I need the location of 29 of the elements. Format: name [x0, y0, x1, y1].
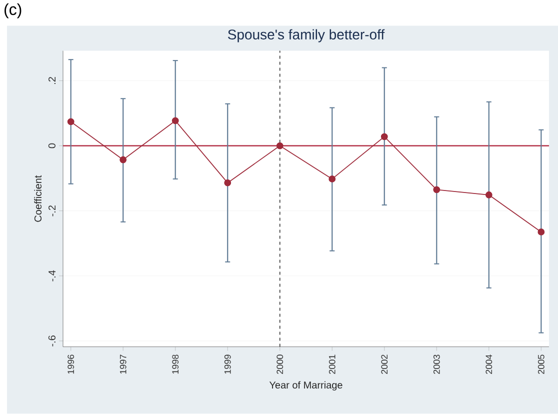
y-tick-label: 0 — [48, 143, 56, 148]
x-tick-label: 2004 — [486, 354, 492, 374]
text: (c) — [4, 3, 22, 18]
y-tick-label: -.2 — [48, 206, 56, 216]
y-tick-label: -.4 — [48, 270, 56, 282]
x-tick-label: 2002 — [381, 354, 388, 374]
point — [433, 186, 440, 194]
x-tick-label: 2003 — [433, 354, 440, 374]
point — [538, 228, 545, 236]
point — [224, 180, 232, 186]
x-tick-label: 2005 — [538, 354, 544, 374]
y-tick-label: .2 — [48, 77, 56, 84]
x-tick-label: 2001 — [328, 354, 336, 374]
x-tick-label: 1999 — [224, 354, 231, 374]
point — [328, 176, 336, 183]
x-axis-title: Year of Marriage — [269, 381, 342, 391]
x-tick-label: 1997 — [120, 354, 126, 374]
y-tick-label: -.6 — [48, 336, 56, 346]
point — [485, 192, 492, 198]
x-tick-label: 1998 — [172, 354, 179, 374]
y-axis-title: Coefficient — [34, 175, 42, 222]
chart-title: Spouse's family better-off — [228, 29, 385, 42]
x-tick-label: 1996 — [68, 354, 74, 374]
point — [67, 118, 74, 126]
point — [276, 142, 284, 150]
point — [120, 156, 127, 164]
point — [172, 117, 179, 124]
point — [380, 133, 388, 140]
x-tick-label: 2000 — [276, 354, 284, 374]
